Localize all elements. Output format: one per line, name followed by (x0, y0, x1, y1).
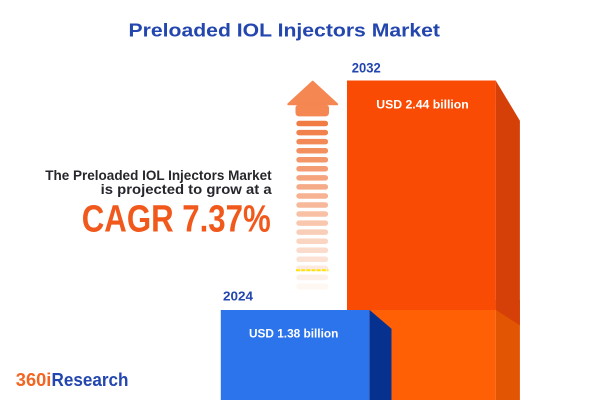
svg-text:USD 2.44 billion: USD 2.44 billion (376, 97, 469, 111)
svg-text:360i: 360i (16, 369, 52, 390)
svg-text:is projected to grow at a: is projected to grow at a (101, 182, 272, 198)
svg-text:Research: Research (52, 369, 129, 390)
svg-text:USD 1.38 billion: USD 1.38 billion (249, 326, 338, 340)
svg-text:Preloaded IOL Injectors Market: Preloaded IOL Injectors Market (129, 21, 441, 41)
svg-text:2032: 2032 (352, 61, 381, 76)
svg-text:The Preloaded IOL Injectors Ma: The Preloaded IOL Injectors Market (45, 168, 272, 184)
svg-text:2024: 2024 (223, 290, 253, 304)
svg-text:CAGR 7.37%: CAGR 7.37% (82, 198, 271, 241)
